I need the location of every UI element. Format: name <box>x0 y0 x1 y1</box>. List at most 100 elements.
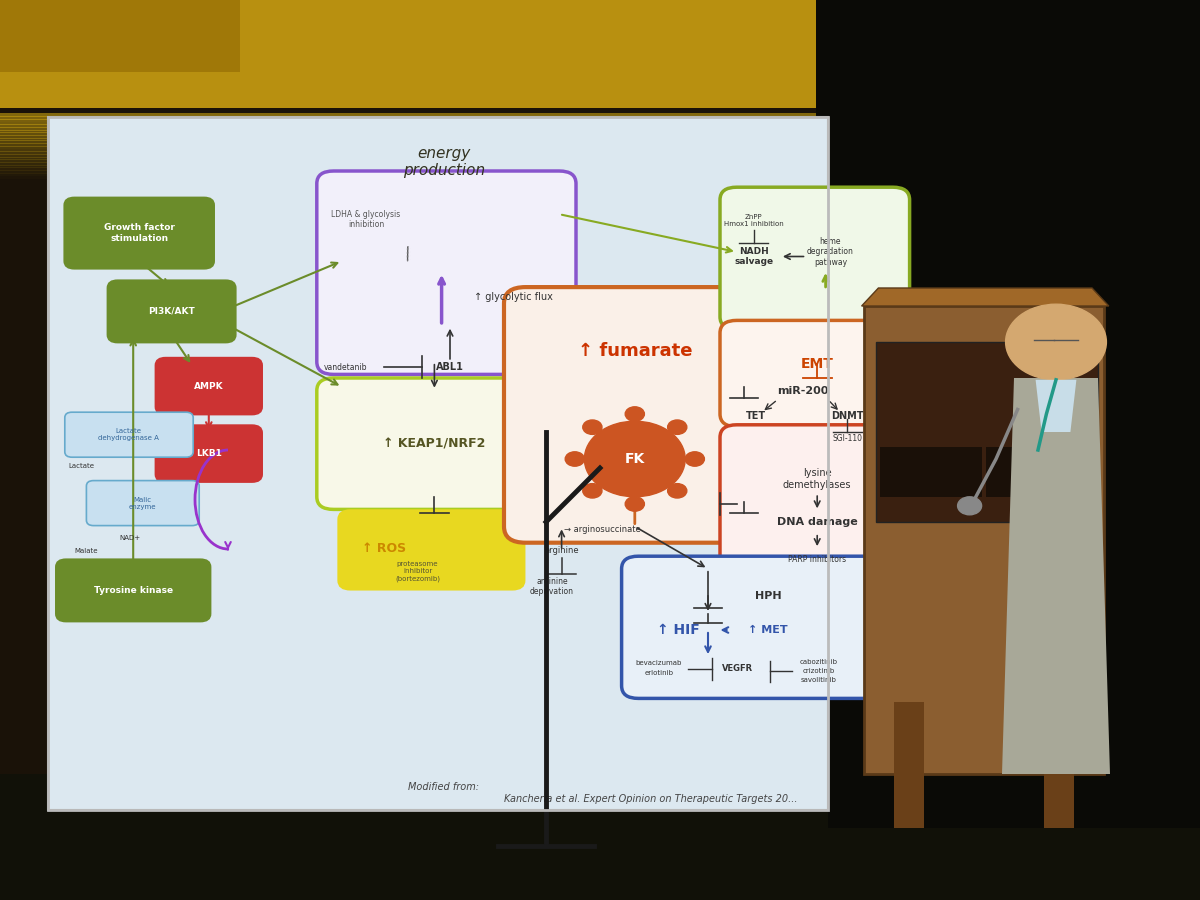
Text: ↑ MET: ↑ MET <box>748 625 788 635</box>
Text: ↑ fumarate: ↑ fumarate <box>577 342 692 360</box>
FancyBboxPatch shape <box>65 412 193 457</box>
FancyBboxPatch shape <box>56 560 210 621</box>
Text: bevacizumab: bevacizumab <box>636 661 682 666</box>
Text: DNMT: DNMT <box>830 410 864 421</box>
Text: DNA damage: DNA damage <box>776 517 858 527</box>
FancyBboxPatch shape <box>622 556 913 698</box>
Bar <box>0 157 864 160</box>
Bar <box>0 170 864 174</box>
Text: #DAVABroadmoorGU: #DAVABroadmoorGU <box>930 404 1043 415</box>
FancyBboxPatch shape <box>108 281 235 342</box>
Text: ABL1: ABL1 <box>436 362 464 373</box>
FancyBboxPatch shape <box>720 187 910 329</box>
Text: → arginosuccinate: → arginosuccinate <box>564 525 641 534</box>
Bar <box>0 0 900 108</box>
Circle shape <box>583 420 602 435</box>
Bar <box>0 116 864 120</box>
Bar <box>880 447 982 497</box>
Bar <box>0 173 864 176</box>
Text: miR-200: miR-200 <box>778 385 828 396</box>
Bar <box>828 0 1200 828</box>
Bar <box>0 176 864 179</box>
Text: savolitinib: savolitinib <box>800 678 836 683</box>
Polygon shape <box>1002 378 1110 774</box>
Bar <box>0 154 864 157</box>
Text: FK: FK <box>625 452 644 466</box>
Bar <box>0 143 864 147</box>
Bar <box>894 702 924 828</box>
Text: ZnPP
Hmox1 inhibition: ZnPP Hmox1 inhibition <box>724 214 784 227</box>
FancyBboxPatch shape <box>86 481 199 526</box>
Bar <box>0 0 240 72</box>
Text: ↑ KEAP1/NRF2: ↑ KEAP1/NRF2 <box>383 437 486 450</box>
FancyBboxPatch shape <box>720 425 913 587</box>
Polygon shape <box>1036 380 1076 432</box>
Circle shape <box>565 452 584 466</box>
Text: lysine
demethylases: lysine demethylases <box>782 468 852 490</box>
Text: PARP inhibitors: PARP inhibitors <box>788 555 846 564</box>
Bar <box>816 0 1200 900</box>
Text: Tyrosine kinase: Tyrosine kinase <box>94 586 173 595</box>
Bar <box>0 127 864 130</box>
Bar <box>986 447 1088 497</box>
FancyBboxPatch shape <box>156 358 262 414</box>
Text: Lactate: Lactate <box>68 464 95 469</box>
Circle shape <box>667 483 686 498</box>
Text: DAVAOncology™: DAVAOncology™ <box>902 470 960 475</box>
Bar <box>0 178 864 182</box>
Text: 2023
BROADMOOR: 2023 BROADMOOR <box>1016 467 1060 478</box>
Text: Growth factor
stimulation: Growth factor stimulation <box>103 223 175 243</box>
Text: EMT: EMT <box>800 356 834 371</box>
Text: ↑ HIF: ↑ HIF <box>656 623 700 637</box>
Text: LKB1: LKB1 <box>196 449 222 458</box>
Text: energy
production: energy production <box>403 146 485 178</box>
Bar <box>876 342 1098 522</box>
Text: heme
degradation
pathway: heme degradation pathway <box>806 237 854 267</box>
Bar <box>0 167 864 171</box>
Bar <box>0 130 864 133</box>
Text: NADH
salvage: NADH salvage <box>734 247 773 266</box>
Text: Modified from:: Modified from: <box>408 782 479 793</box>
Text: Malate: Malate <box>74 548 98 554</box>
Bar <box>0 132 864 136</box>
Text: vandetanib: vandetanib <box>324 363 367 372</box>
Text: crizotinib: crizotinib <box>803 669 834 674</box>
FancyBboxPatch shape <box>338 510 524 590</box>
Bar <box>1044 702 1074 828</box>
Bar <box>0 119 864 122</box>
Circle shape <box>667 420 686 435</box>
Text: arginine: arginine <box>545 546 578 555</box>
Text: VEGFR: VEGFR <box>722 664 754 673</box>
Bar <box>0 124 864 128</box>
FancyBboxPatch shape <box>317 378 552 509</box>
FancyBboxPatch shape <box>156 426 262 482</box>
Circle shape <box>583 483 602 498</box>
Text: Kancherla et al. Expert Opinion on Therapeutic Targets 20...: Kancherla et al. Expert Opinion on Thera… <box>504 794 798 805</box>
Bar <box>0 146 864 149</box>
Bar <box>0 162 864 166</box>
Text: cabozitinib: cabozitinib <box>799 660 838 665</box>
Bar <box>0 148 864 152</box>
Circle shape <box>1006 304 1106 380</box>
FancyBboxPatch shape <box>48 117 828 810</box>
Text: SGI-110: SGI-110 <box>833 434 862 443</box>
Text: arginine
deprivation: arginine deprivation <box>530 577 574 597</box>
Text: AMPK: AMPK <box>194 382 223 391</box>
Text: HPH: HPH <box>755 590 781 601</box>
Polygon shape <box>862 288 1109 306</box>
Text: ↑ glycolytic flux: ↑ glycolytic flux <box>474 292 553 302</box>
Circle shape <box>625 407 644 421</box>
FancyBboxPatch shape <box>720 320 913 427</box>
Circle shape <box>584 421 685 497</box>
Bar <box>0 140 864 144</box>
Text: Lactate
dehydrogenase A: Lactate dehydrogenase A <box>98 428 158 441</box>
Bar <box>0 122 864 125</box>
FancyBboxPatch shape <box>317 171 576 374</box>
FancyBboxPatch shape <box>65 198 214 268</box>
Bar <box>0 159 864 163</box>
Text: /: / <box>403 245 413 263</box>
Bar <box>0 113 864 117</box>
FancyBboxPatch shape <box>504 287 766 543</box>
Circle shape <box>958 497 982 515</box>
Text: PI3K/AKT: PI3K/AKT <box>149 307 194 316</box>
